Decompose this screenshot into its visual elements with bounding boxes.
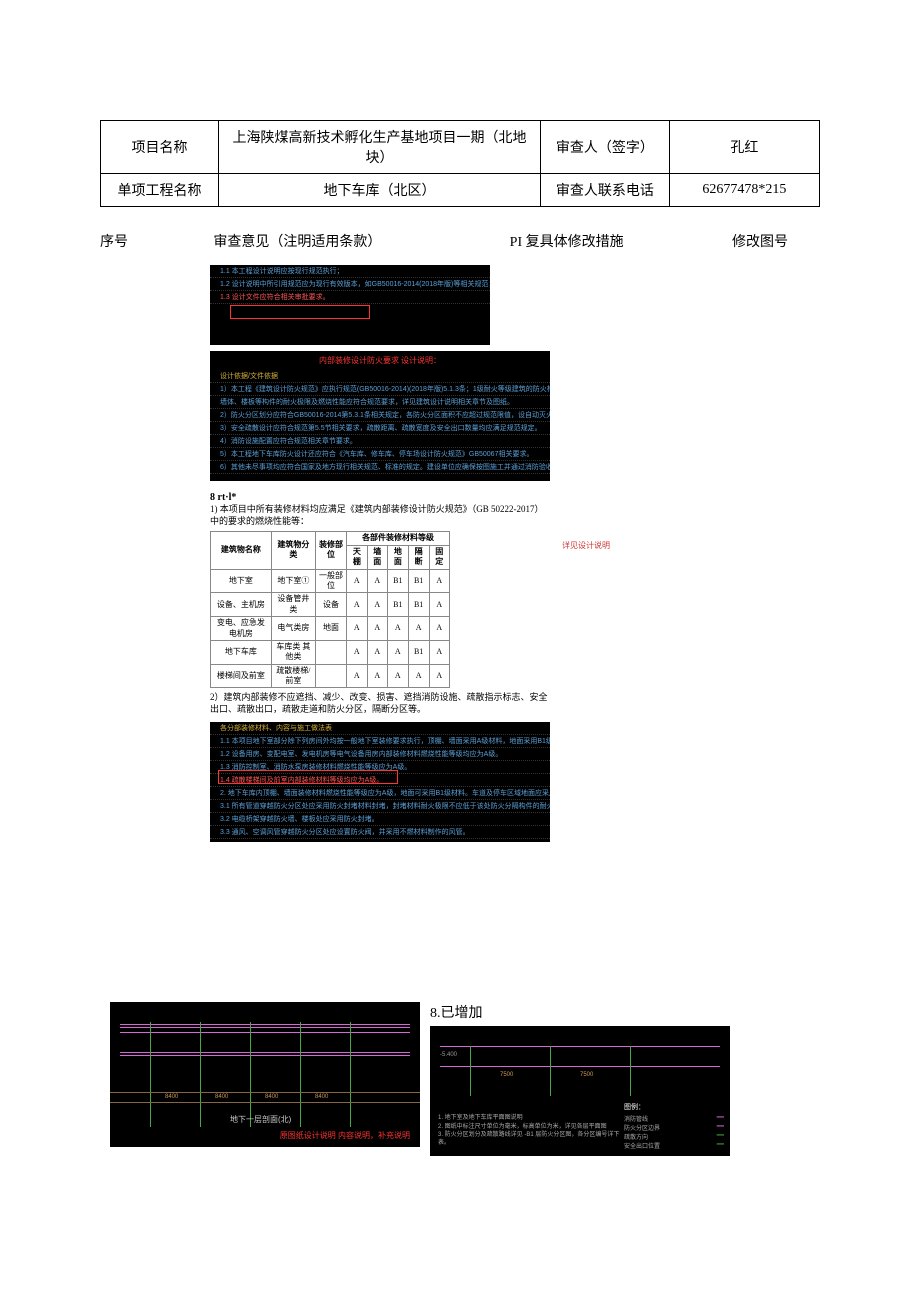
cad-excerpt-2: 内部装修设计防火要求 设计说明： 设计依据/文件依据 1）本工程《建筑设计防火规…: [210, 351, 550, 481]
spec-side-note: 详见设计说明: [562, 541, 610, 551]
bottom-figures: 8400 8400 8400 8400 地下一层剖面(北) 原图纸设计说明 内容…: [100, 1002, 820, 1156]
added-label: 8.已增加: [430, 1002, 730, 1022]
header-drawing: 修改图号: [700, 231, 820, 251]
subproject-label: 单项工程名称: [101, 174, 219, 207]
project-name-value: 上海陕煤高新技术孵化生产基地项目一期（北地块）: [219, 121, 541, 174]
spec-intro: 1) 本项目中所有装修材料均应满足《建筑内部装修设计防火规范》（GB 50222…: [210, 504, 550, 527]
cad-section-right: -5.400 7500 7500 1. 地下室及地下车库平面图说明 2. 图纸中…: [430, 1026, 730, 1156]
project-name-label: 项目名称: [101, 121, 219, 174]
spec-block: 8 rt·l* 1) 本项目中所有装修材料均应满足《建筑内部装修设计防火规范》（…: [210, 491, 550, 716]
spec-note-2: 2）建筑内部装修不应遮挡、减少、改变、损害、遮挡消防设施、疏散指示标志、安全出口…: [210, 692, 550, 715]
spec-label: 8 rt·l*: [210, 491, 550, 504]
header-seq: 序号: [100, 231, 180, 251]
reviewer-phone-value: 62677478*215: [669, 174, 819, 207]
column-headers: 序号 审查意见（注明适用条款） PI 复具体修改措施 修改图号: [100, 227, 820, 259]
header-opinion: 审查意见（注明适用条款）: [213, 231, 433, 251]
project-info-table: 项目名称 上海陕煤高新技术孵化生产基地项目一期（北地块） 审查人（签字） 孔红 …: [100, 120, 820, 207]
cad-section-left: 8400 8400 8400 8400 地下一层剖面(北) 原图纸设计说明 内容…: [110, 1002, 420, 1147]
subproject-value: 地下车库（北区）: [219, 174, 541, 207]
info-row-1: 项目名称 上海陕煤高新技术孵化生产基地项目一期（北地块） 审查人（签字） 孔红: [101, 121, 820, 174]
reviewer-phone-label: 审查人联系电话: [540, 174, 669, 207]
reviewer-value: 孔红: [669, 121, 819, 174]
cad-excerpt-1: 1.1 本工程设计说明应按现行规范执行； 1.2 设计说明中所引用规范应为现行有…: [210, 265, 490, 345]
cad-excerpt-3: 各分部装修材料、内容与施工做法表 1.1 本项目地下室部分除下列房间外均按一般地…: [210, 722, 550, 842]
left-red-note: 原图纸设计说明 内容说明，补充说明: [280, 1130, 410, 1141]
fire-rating-table: 建筑物名称 建筑物分类 装修部位 各部件装修材料等级 天棚 墙面 地面 隔断 固…: [210, 531, 450, 688]
header-action: PI 复具体修改措施: [467, 231, 667, 251]
legend-title: 图例：: [624, 1102, 724, 1112]
reviewer-label: 审查人（签字）: [540, 121, 669, 174]
info-row-2: 单项工程名称 地下车库（北区） 审查人联系电话 62677478*215: [101, 174, 820, 207]
section-label: 地下一层剖面(北): [230, 1114, 291, 1125]
